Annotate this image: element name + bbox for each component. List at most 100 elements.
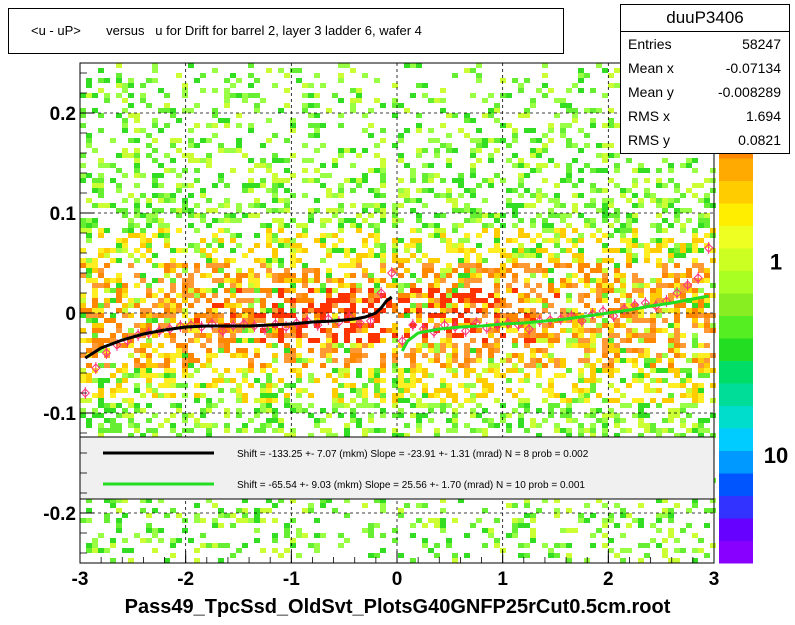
heatmap-cell [482,418,488,423]
heatmap-cell [260,308,266,313]
heatmap-cell [692,233,698,238]
heatmap-cell [326,273,332,278]
heatmap-cell [686,268,692,273]
heatmap-cell [524,398,530,403]
heatmap-cell [698,368,704,373]
heatmap-cell [182,183,188,188]
heatmap-cell [632,238,638,243]
heatmap-cell [554,263,560,268]
heatmap-cell [422,253,428,258]
heatmap-cell [86,273,92,278]
heatmap-cell [170,288,176,293]
heatmap-cell [662,208,668,213]
heatmap-cell [590,433,596,438]
heatmap-cell [206,403,212,408]
heatmap-cell [152,138,158,143]
heatmap-cell [332,248,338,253]
heatmap-cell [170,248,176,253]
heatmap-cell [182,278,188,283]
heatmap-cell [188,213,194,218]
heatmap-cell [698,383,704,388]
heatmap-cell [356,213,362,218]
heatmap-cell [170,143,176,148]
heatmap-cell [614,433,620,438]
heatmap-cell [470,428,476,433]
heatmap-cell [218,513,224,518]
heatmap-cell [332,403,338,408]
heatmap-cell [86,313,92,318]
heatmap-cell [680,208,686,213]
stats-row: RMS y 0.0821 [621,128,789,152]
heatmap-cell [710,398,716,403]
heatmap-cell [164,93,170,98]
heatmap-cell [566,433,572,438]
heatmap-cell [410,368,416,373]
heatmap-cell [572,83,578,88]
heatmap-cell [416,188,422,193]
heatmap-cell [380,128,386,133]
heatmap-cell [326,233,332,238]
heatmap-cell [392,223,398,228]
heatmap-cell [314,103,320,108]
heatmap-cell [632,178,638,183]
heatmap-cell [338,413,344,418]
heatmap-cell [122,228,128,233]
heatmap-cell [80,263,86,268]
heatmap-cell [146,513,152,518]
heatmap-cell [578,323,584,328]
heatmap-cell [146,218,152,223]
heatmap-cell [296,323,302,328]
heatmap-cell [596,283,602,288]
heatmap-cell [572,328,578,333]
heatmap-cell [290,278,296,283]
heatmap-cell [266,423,272,428]
heatmap-cell [260,388,266,393]
heatmap-cell [692,498,698,503]
heatmap-cell [440,123,446,128]
heatmap-cell [206,263,212,268]
heatmap-cell [326,303,332,308]
heatmap-cell [122,293,128,298]
heatmap-cell [530,288,536,293]
heatmap-cell [170,318,176,323]
heatmap-cell [290,128,296,133]
heatmap-cell [686,158,692,163]
heatmap-cell [500,178,506,183]
heatmap-cell [236,348,242,353]
heatmap-cell [680,253,686,258]
heatmap-cell [422,538,428,543]
heatmap-cell [626,318,632,323]
heatmap-cell [608,548,614,553]
heatmap-cell [668,528,674,533]
heatmap-cell [140,308,146,313]
heatmap-cell [422,293,428,298]
heatmap-cell [164,558,170,563]
heatmap-cell [572,183,578,188]
heatmap-cell [392,258,398,263]
heatmap-cell [164,303,170,308]
heatmap-cell [620,223,626,228]
heatmap-cell [494,373,500,378]
heatmap-cell [542,178,548,183]
heatmap-cell [362,528,368,533]
heatmap-cell [458,333,464,338]
heatmap-cell [206,223,212,228]
heatmap-cell [656,183,662,188]
heatmap-cell [260,263,266,268]
heatmap-cell [194,398,200,403]
heatmap-cell [104,248,110,253]
heatmap-cell [644,253,650,258]
heatmap-cell [554,113,560,118]
heatmap-cell [116,423,122,428]
heatmap-cell [494,348,500,353]
heatmap-cell [254,338,260,343]
heatmap-cell [320,503,326,508]
heatmap-cell [602,543,608,548]
heatmap-cell [536,88,542,93]
heatmap-cell [554,543,560,548]
heatmap-cell [368,253,374,258]
heatmap-cell [128,263,134,268]
profile-point [672,288,682,298]
heatmap-cell [212,328,218,333]
heatmap-cell [446,273,452,278]
